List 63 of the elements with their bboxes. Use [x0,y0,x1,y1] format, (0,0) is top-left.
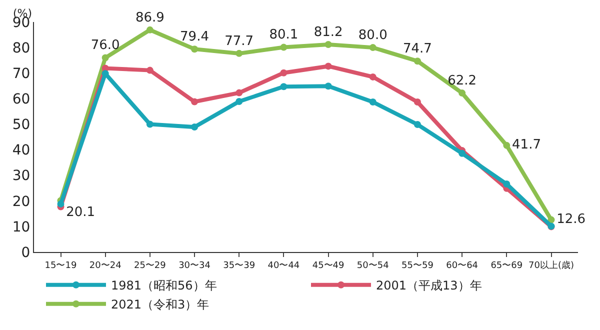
point [503,142,510,149]
point [236,89,243,96]
x-tick-label: 15〜19 [44,260,77,271]
data-label: 76.0 [90,38,120,54]
data-label: 79.4 [180,29,209,44]
point [324,40,332,48]
point [369,73,376,80]
x-tick-label: 55〜59 [402,260,434,271]
x-tick-label: 20〜24 [89,260,122,271]
point [146,120,154,128]
data-label: 41.7 [512,138,541,153]
y-tick-label: 10 [12,219,30,236]
point [280,44,288,51]
point [236,50,243,57]
x-tick-label: 45〜49 [312,260,345,271]
y-tick-label: 50 [12,117,30,134]
y-tick-label: 20 [12,194,30,210]
y-tick-label: 30 [12,168,30,184]
data-label: 80.0 [358,28,388,43]
data-label: 80.1 [269,28,298,43]
point [414,58,421,65]
legend-label: 2001（平成13）年 [376,278,482,293]
point [369,98,376,106]
x-tick-label: 60〜64 [446,260,478,271]
data-label: 12.6 [556,212,586,228]
data-label: 77.7 [224,34,254,49]
point [324,82,332,90]
point [102,54,109,62]
point [57,200,64,208]
y-tick-label: 0 [21,244,30,261]
point [369,44,376,52]
x-tick-label: 50〜54 [356,260,390,271]
point [458,90,466,97]
data-label: 74.7 [403,41,432,56]
x-tick-label: 40〜44 [268,260,300,271]
data-label: 20.1 [66,204,96,220]
x-tick-label: 65〜69 [490,260,523,271]
x-tick-label: 25〜29 [134,260,166,271]
data-label: 81.2 [314,24,343,40]
x-tick-label: 35〜39 [223,260,256,271]
point [324,62,332,70]
point [146,26,154,34]
point [191,46,198,53]
legend-label: 2021（令和3）年 [111,298,210,312]
point [414,120,421,128]
data-label: 62.2 [448,73,477,88]
y-tick-label: 70 [12,66,30,82]
y-tick-label: 60 [12,92,30,108]
legend-label: 1981（昭和56）年 [111,278,217,293]
point [280,83,288,90]
y-tick-label: 40 [12,142,30,159]
point [191,98,198,106]
y-tick-label: 80 [12,40,30,56]
point [280,69,288,76]
point [414,98,421,106]
x-tick-label: 30〜34 [178,260,211,271]
x-tick-label: 70以上(歳) [528,260,574,271]
point [458,150,466,157]
data-label: 86.9 [135,10,164,26]
point [236,98,243,105]
point [191,124,198,131]
point [146,66,154,74]
point [503,180,510,188]
